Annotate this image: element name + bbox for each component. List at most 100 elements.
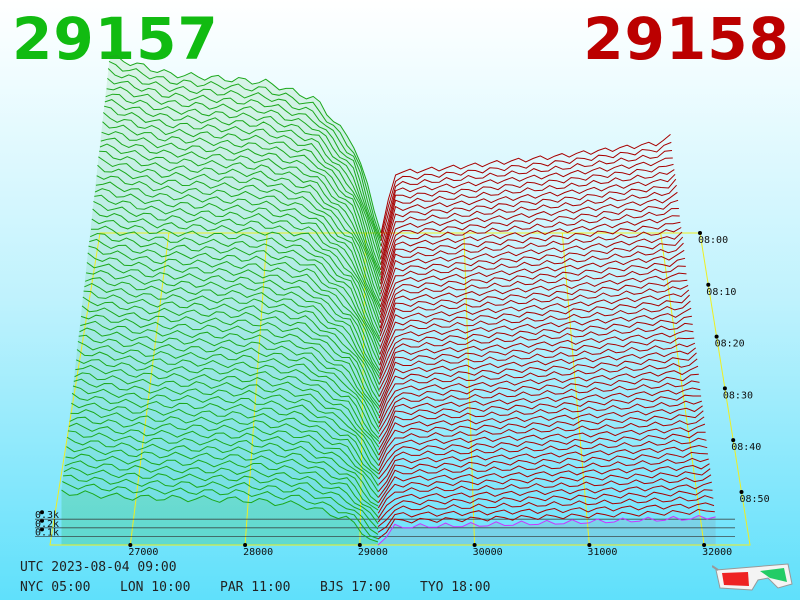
bid-snapshot-line bbox=[80, 320, 380, 424]
bid-snapshot-line bbox=[94, 188, 381, 329]
floor-outline bbox=[49, 232, 751, 546]
ask-snapshot-line bbox=[378, 342, 696, 403]
time-tick-label: 08:30 bbox=[723, 390, 753, 401]
bid-snapshot-line bbox=[71, 392, 379, 475]
utc-time: UTC 2023-08-04 09:00 bbox=[20, 560, 177, 575]
3d-glasses-icon[interactable] bbox=[712, 560, 794, 592]
volume-tick-mark bbox=[40, 510, 44, 515]
bid-snapshot-line bbox=[102, 121, 381, 278]
bid-snapshot-line bbox=[85, 277, 380, 392]
bid-snapshot-line bbox=[86, 270, 380, 386]
ask-snapshot-line bbox=[379, 300, 691, 371]
ask-snapshot-line bbox=[380, 184, 677, 276]
time-tick-mark bbox=[739, 489, 744, 494]
price-grid-line bbox=[660, 232, 705, 546]
bid-snapshot-lines bbox=[61, 54, 382, 543]
ask-snapshot-line bbox=[378, 394, 702, 445]
bid-snapshot-line bbox=[99, 143, 381, 297]
ask-snapshot-line bbox=[378, 373, 699, 428]
ask-snapshot-line bbox=[377, 463, 710, 503]
tz-bjs: BJS 17:00 bbox=[320, 580, 391, 595]
price-tick-mark bbox=[243, 543, 248, 547]
time-tick-mark bbox=[731, 438, 736, 443]
price-grid-line bbox=[463, 232, 476, 546]
price-tick-mark bbox=[587, 543, 592, 547]
time-tick-mark bbox=[706, 282, 711, 287]
bid-snapshot-line bbox=[75, 364, 380, 456]
ask-snapshot-line bbox=[379, 236, 684, 318]
bid-snapshot-line bbox=[64, 460, 379, 525]
time-tick-mark bbox=[698, 231, 702, 235]
bid-snapshot-line bbox=[68, 422, 379, 498]
bid-snapshot-line bbox=[86, 262, 380, 379]
bid-snapshot-line bbox=[101, 131, 381, 285]
ask-snapshot-line bbox=[379, 322, 693, 385]
bid-snapshot-line bbox=[100, 137, 381, 292]
volume-tick-label: 0.2k bbox=[35, 519, 59, 530]
ask-snapshot-line bbox=[378, 352, 697, 413]
tz-nyc: NYC 05:00 bbox=[20, 580, 91, 595]
bid-snapshot-line bbox=[91, 218, 381, 347]
time-tick-label: 08:10 bbox=[706, 287, 736, 298]
bid-snapshot-line bbox=[83, 290, 380, 403]
volume-grid bbox=[35, 510, 735, 537]
volume-tick-mark bbox=[40, 518, 44, 523]
bid-snapshot-line bbox=[109, 54, 382, 234]
price-tick-label: 30000 bbox=[473, 547, 503, 558]
price-tick-mark bbox=[128, 543, 133, 547]
bid-snapshot-line bbox=[94, 194, 381, 334]
volume-tick-label: 0.3k bbox=[35, 510, 59, 521]
time-tick-label: 08:20 bbox=[715, 339, 745, 350]
ask-snapshot-line bbox=[378, 437, 707, 480]
ask-snapshot-line bbox=[380, 173, 676, 265]
bid-snapshot-line bbox=[87, 252, 381, 374]
bid-snapshot-line bbox=[103, 105, 382, 271]
ask-snapshot-line bbox=[377, 474, 712, 514]
bid-snapshot-line bbox=[102, 112, 382, 274]
ask-snapshot-line bbox=[380, 208, 679, 289]
ask-snapshot-line bbox=[378, 431, 706, 475]
bid-snapshot-line bbox=[84, 283, 380, 398]
bid-snapshot-line bbox=[72, 385, 379, 472]
ask-snapshot-line bbox=[380, 199, 679, 285]
ask-snapshot-line bbox=[379, 265, 686, 337]
time-tick-mark bbox=[722, 386, 727, 391]
ask-snapshot-line bbox=[378, 400, 702, 451]
ask-snapshot-line bbox=[378, 347, 697, 408]
bid-snapshot-line bbox=[104, 99, 382, 265]
ask-snapshot-line bbox=[379, 257, 686, 332]
bid-snapshot-line bbox=[95, 181, 381, 324]
price-tick-mark bbox=[702, 543, 707, 547]
time-tick-label: 08:50 bbox=[740, 494, 770, 505]
bid-snapshot-line bbox=[81, 305, 380, 410]
bid-snapshot-line bbox=[70, 409, 379, 487]
bid-price-label: 29157 bbox=[12, 5, 219, 73]
ask-snapshot-line bbox=[378, 405, 703, 456]
bid-snapshot-line bbox=[67, 430, 379, 504]
price-tick-label: 27000 bbox=[128, 547, 158, 558]
bid-snapshot-line bbox=[75, 359, 380, 448]
price-tick-label: 28000 bbox=[243, 547, 273, 558]
price-grid-line bbox=[359, 232, 367, 546]
ask-snapshot-line bbox=[380, 157, 673, 247]
volume-tick-mark bbox=[40, 527, 44, 532]
ask-snapshot-line bbox=[380, 215, 680, 295]
price-tick-label: 32000 bbox=[702, 547, 732, 558]
price-grid-line bbox=[561, 232, 590, 546]
ask-snapshot-lines bbox=[377, 134, 716, 546]
tz-lon: LON 10:00 bbox=[120, 580, 191, 595]
ask-snapshot-line bbox=[379, 231, 683, 313]
ask-price-label: 29158 bbox=[583, 5, 790, 73]
ask-snapshot-line bbox=[378, 410, 704, 461]
bid-snapshot-line bbox=[66, 436, 379, 507]
bid-snapshot-line bbox=[107, 68, 382, 242]
ask-snapshot-line bbox=[379, 221, 681, 302]
bid-snapshot-line bbox=[99, 150, 381, 302]
price-tick-mark bbox=[357, 543, 362, 547]
bid-snapshot-line bbox=[97, 164, 381, 310]
ask-snapshot-line bbox=[379, 279, 688, 349]
time-tick-label: 08:00 bbox=[698, 235, 728, 246]
bid-snapshot-line bbox=[108, 60, 382, 239]
bid-snapshot-line bbox=[80, 314, 380, 417]
ask-snapshot-line bbox=[377, 457, 709, 498]
